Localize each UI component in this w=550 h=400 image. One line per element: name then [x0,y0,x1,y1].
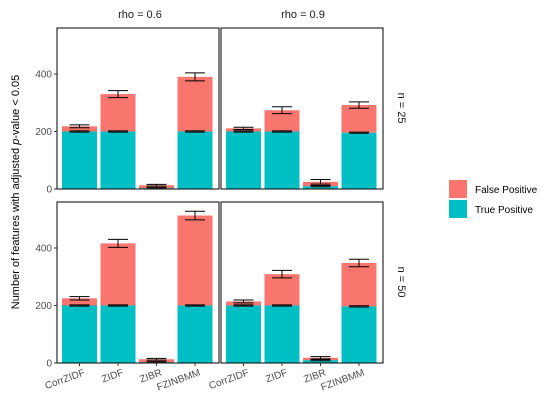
panel-border-3 [220,201,384,364]
row-strip-label-0: n = 25 [395,93,407,124]
bar-false-positive-zibr [139,359,174,363]
y-axis-ticks: 0 200 400 0 200 400 [35,70,57,370]
y-axis-title-part-2: p [10,139,22,146]
errorbar-true-positive-corrzidf [69,304,90,307]
y-tick-label: 200 [35,127,52,138]
x-tick-label-zidf: ZIDF [264,367,289,385]
errorbar-true-positive-fzinbmm [349,305,369,308]
legend-key-true-positive [449,200,467,218]
errorbar-total-zibr [146,183,167,187]
errorbar-total-zibr [310,356,331,360]
bar-false-positive-zidf [264,110,300,132]
errorbar-total-corrzidf [233,126,254,130]
errorbar-true-positive-zidf [272,304,292,307]
errorbar-total-corrzidf [69,124,90,129]
panels [56,27,384,364]
bar-false-positive-zidf [100,243,136,306]
errorbar-total-zibr [146,357,167,361]
bar-false-positive-zibr [139,185,174,189]
y-axis-title-part-3: -value < 0.05 [10,75,22,139]
bar-false-positive-fzinbmm [341,105,377,133]
errorbar-total-zidf [272,106,292,115]
bar-true-positive-fzinbmm [177,305,213,363]
errorbar-true-positive-corrzidf [233,304,254,307]
errorbar-true-positive-zibr [310,185,331,188]
errorbar-total-zidf [272,269,292,279]
errorbar-total-fzinbmm [349,101,369,109]
bar-true-positive-corrzidf [62,305,97,363]
bar-true-positive-corrzidf [226,305,261,363]
col-strip-1: rho = 0.9 [281,9,325,21]
errorbar-total-fzinbmm [185,210,205,221]
bar-true-positive-corrzidf [62,131,97,189]
errorbar-total-zidf [108,90,128,99]
x-tick-label-corrzidf: CorrZIDF [208,367,251,392]
errorbar-total-fzinbmm [349,258,369,268]
legend-key-false-positive [449,180,467,198]
legend-label-true-positive: True Positive [475,205,533,216]
errorbar-true-positive-fzinbmm [185,130,205,133]
bar-true-positive-zidf [264,131,300,189]
y-tick-label: 0 [46,359,52,370]
col-strip-0: rho = 0.6 [118,9,162,21]
bar-true-positive-corrzidf [226,131,261,189]
errorbar-total-fzinbmm [185,72,205,82]
y-axis-title-part-1: Number of features with adjusted [10,145,22,309]
errorbar-true-positive-corrzidf [69,130,90,133]
errorbar-total-zibr [310,179,331,185]
bar-true-positive-zibr [303,186,338,189]
bar-false-positive-fzinbmm [177,76,213,132]
errorbar-true-positive-fzinbmm [185,304,205,307]
y-tick-label: 400 [35,244,52,255]
panel-1 [220,27,384,190]
bar-true-positive-zidf [100,131,136,189]
bar-true-positive-zidf [264,305,300,363]
errorbar-total-zidf [108,238,128,248]
panel-border-1 [220,27,384,190]
x-tick-label-corrzidf: CorrZIDF [44,367,87,392]
bar-true-positive-fzinbmm [341,132,377,189]
x-tick-label-zidf: ZIDF [100,367,125,385]
errorbar-true-positive-zidf [272,130,292,133]
y-axis-title: Number of features with adjusted p-value… [10,75,22,310]
row-strip-0: n = 25 [395,93,407,124]
bar-false-positive-corrzidf [62,298,97,306]
bar-false-positive-fzinbmm [177,215,213,306]
row-strip-1: n = 50 [395,267,407,298]
panel-2 [56,201,220,364]
errorbar-true-positive-zidf [108,304,128,307]
bar-false-positive-fzinbmm [341,262,377,307]
bar-true-positive-fzinbmm [177,131,213,189]
panel-3 [220,201,384,364]
row-strip-label-1: n = 50 [395,267,407,298]
legend-label-false-positive: False Positive [475,185,538,196]
bar-false-positive-zidf [264,274,300,306]
bar-true-positive-fzinbmm [341,306,377,363]
bar-false-positive-corrzidf [226,301,261,306]
errorbar-total-corrzidf [233,299,254,304]
col-strip-label-0: rho = 0.6 [118,9,162,21]
col-strip-label-1: rho = 0.9 [281,9,325,21]
legend: False Positive True Positive [449,180,538,218]
errorbar-true-positive-zidf [108,130,128,133]
x-tick-label-fzinbmm: FZINBMM [155,367,202,393]
panel-border-2 [56,201,220,364]
errorbar-true-positive-zibr [310,359,331,362]
x-tick-label-fzinbmm: FZINBMM [319,367,366,393]
y-tick-label: 0 [46,185,52,196]
bar-false-positive-corrzidf [62,126,97,132]
panel-0 [56,27,220,190]
y-tick-label: 200 [35,301,52,312]
errorbar-true-positive-fzinbmm [349,131,369,134]
bar-true-positive-zidf [100,305,136,363]
panel-border-0 [56,27,220,190]
bar-true-positive-zibr [303,360,338,363]
y-tick-label: 400 [35,70,52,81]
errorbar-total-corrzidf [69,296,90,301]
errorbar-true-positive-corrzidf [233,130,254,133]
bar-false-positive-zidf [100,94,136,132]
